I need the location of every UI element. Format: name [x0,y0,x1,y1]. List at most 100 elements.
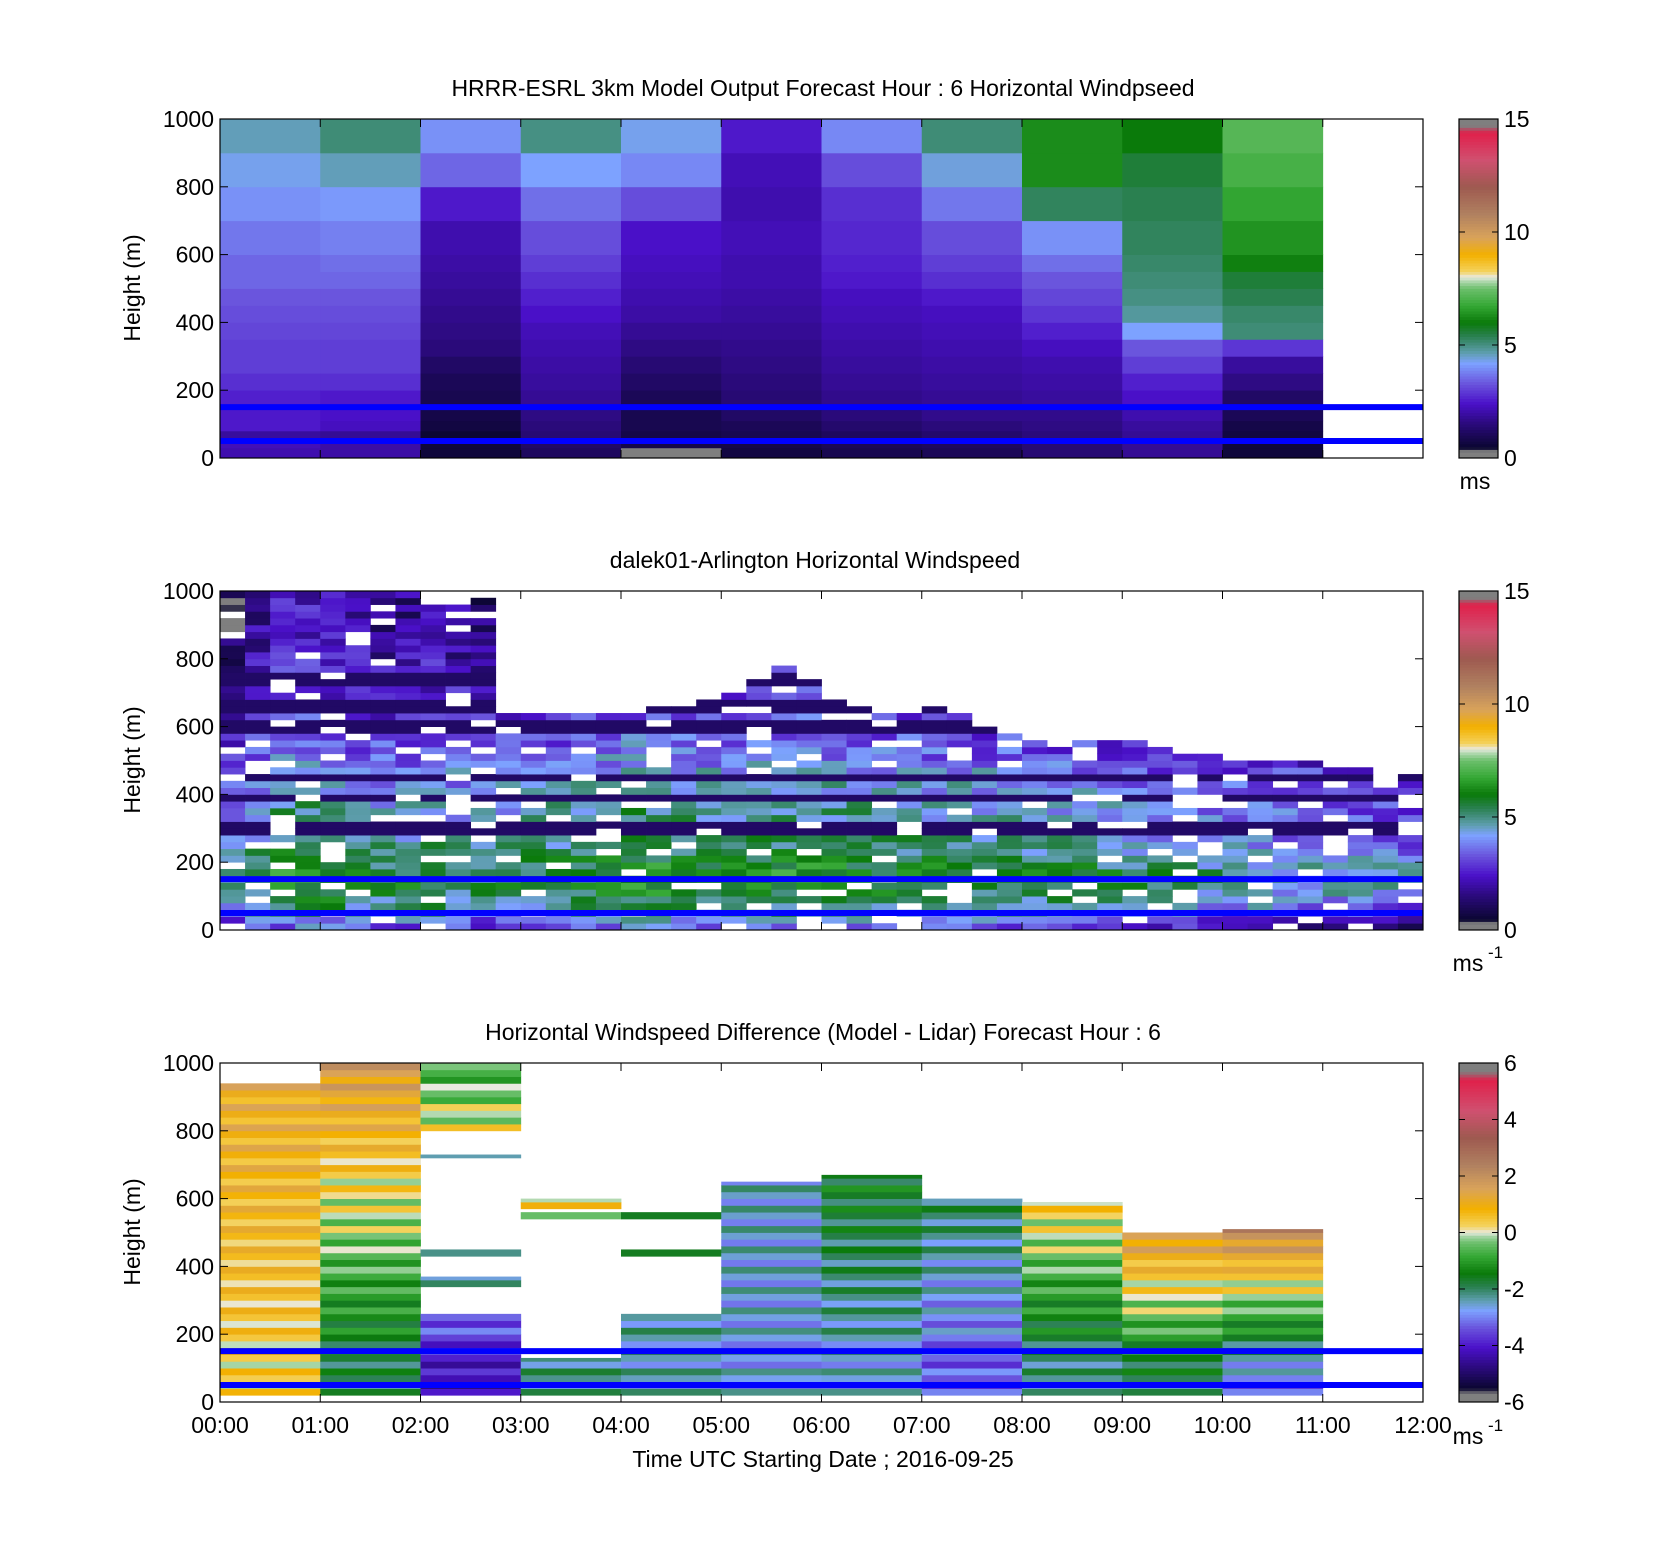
heatmap-cell [295,760,321,768]
heatmap-cell [1122,801,1148,809]
heatmap-cell [395,753,421,761]
heatmap-cell [1022,1279,1123,1288]
heatmap-cell [1222,855,1248,863]
heatmap-cell [520,841,547,850]
heatmap-cell [1172,841,1198,850]
heatmap-cell [1322,889,1349,897]
heatmap-cell [1222,1307,1324,1315]
heatmap-cell [245,665,271,673]
heatmap-cell [671,896,697,904]
heatmap-cell [420,679,446,687]
heatmap-cell [771,665,797,673]
heatmap-cell [1272,882,1299,890]
heatmap-cell [921,767,948,775]
heatmap-cell [771,726,797,734]
heatmap-cell [821,1212,923,1220]
heatmap-cell [1122,322,1223,340]
colorbar-swatch [1459,836,1498,840]
heatmap-cell [1297,828,1324,836]
heatmap-cell [320,638,346,646]
heatmap-cell [1072,787,1098,795]
heatmap-cell [445,618,472,626]
heatmap-cell [320,1252,421,1261]
heatmap-cell [821,767,847,775]
heatmap-cell [220,1361,321,1369]
y-tick-label: 600 [176,1186,214,1212]
heatmap-cell [1372,841,1399,850]
heatmap-cell [345,774,371,782]
colorbar-swatch [1459,1257,1498,1262]
heatmap-cell [1347,848,1374,856]
colorbar-swatch [1459,887,1498,891]
heatmap-cell [896,848,923,856]
heatmap-cell [295,591,321,599]
heatmap-cell [445,916,472,924]
heatmap-cell [1047,916,1073,924]
colorbar-swatch [1459,407,1498,411]
heatmap-cell [245,807,271,816]
colorbar-swatch [1459,367,1498,371]
heatmap-cell [445,665,472,673]
heatmap-cell [270,597,296,605]
heatmap-cell [846,848,873,856]
colorbar-swatch [1459,435,1498,439]
colorbar-swatch [1459,376,1498,380]
heatmap-cell [1222,868,1248,877]
colorbar-frame [1458,590,1499,931]
heatmap-cell [721,339,822,357]
heatmap-cell [1122,740,1148,748]
heatmap-cell [420,713,446,721]
heatmap-cell [996,868,1023,877]
heatmap-cell [846,814,873,822]
colorbar-swatch [1459,285,1498,289]
heatmap-cell [220,152,321,188]
colorbar-swatch [1459,263,1498,267]
heatmap-cell [370,652,396,660]
heatmap-cell [821,271,923,289]
colorbar-swatch [1459,311,1498,315]
heatmap-cell [445,760,472,768]
heatmap-cell [921,1205,1023,1213]
colorbar-swatch [1459,308,1498,312]
heatmap-cell [470,631,497,639]
colorbar-swatch [1459,1187,1498,1191]
heatmap-cell [295,604,321,612]
heatmap-cell [821,430,923,442]
heatmap-cell [220,591,246,599]
heatmap-cell [520,288,622,306]
heatmap-cell [570,760,597,768]
heatmap-cell [696,868,722,877]
heatmap-cell [821,1246,923,1254]
colorbar-swatch [1459,655,1498,660]
heatmap-cell [320,447,421,459]
heatmap-cell [821,339,923,357]
colorbar-swatch [1459,633,1498,637]
colorbar-swatch [1459,881,1498,886]
colorbar-swatch [1459,361,1498,366]
heatmap-cell [370,868,396,877]
heatmap-cell [1222,186,1324,222]
heatmap-cell [245,685,271,694]
colorbar-swatch [1459,681,1498,685]
heatmap-cell [796,713,822,721]
heatmap-cell [671,916,697,924]
heatmap-cell [270,767,296,775]
heatmap-cell [721,760,747,768]
heatmap-cell [721,1388,822,1396]
heatmap-cell [295,631,321,639]
heatmap-cell [621,1327,722,1335]
heatmap-cell [1122,1307,1223,1315]
colorbar-swatch [1459,404,1498,408]
heatmap-cell [220,787,246,795]
heatmap-cell [370,787,396,795]
heatmap-cell [420,420,522,432]
heatmap-cell [796,787,822,795]
colorbar-swatch [1459,1150,1498,1154]
heatmap-cell [1047,753,1073,761]
heatmap-cell [1297,780,1324,789]
heatmap-cell [921,220,1023,255]
heatmap-cell [1072,848,1098,856]
colorbar-swatch [1459,1385,1498,1389]
heatmap-cell [821,896,847,904]
